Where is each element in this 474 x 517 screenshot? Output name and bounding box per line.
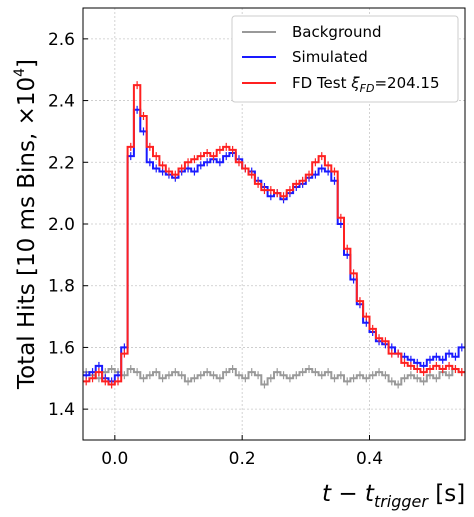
y-tick-label: 1.6 [48, 338, 75, 358]
y-tick-label: 2.0 [48, 215, 75, 235]
legend-label-fd-test-xi: ξ [350, 74, 360, 92]
x-axis-ticks: 0.0 0.2 0.4 [101, 435, 383, 469]
y-axis-ticks: 1.4 1.6 1.8 2.0 2.2 2.4 2.6 [48, 30, 88, 420]
x-axis-title-main: t − t [322, 481, 375, 507]
y-tick-label: 2.6 [48, 30, 75, 50]
svg-text:t − ttrigger [s]: t − ttrigger [s] [322, 481, 465, 511]
y-tick-label: 1.4 [48, 400, 75, 420]
y-axis-title-end: ] [14, 59, 40, 68]
y-axis-title: Total Hits [10 ms Bins, ×104] [12, 59, 40, 390]
x-axis-title: t − ttrigger [s] [322, 481, 465, 511]
x-tick-label: 0.4 [356, 449, 383, 469]
legend-label-background: Background [292, 23, 382, 41]
x-tick-label: 0.2 [229, 449, 256, 469]
series-line-fd [83, 84, 465, 386]
legend: Background Simulated FD Test ξFD=204.15 [231, 15, 459, 103]
x-axis-title-unit: [s] [428, 481, 465, 507]
legend-label-fd-test-value: =204.15 [374, 74, 439, 92]
y-tick-label: 2.4 [48, 92, 75, 112]
legend-box [231, 15, 459, 103]
y-axis-title-exponent: 4 [12, 68, 28, 77]
legend-label-fd-test-sub: FD [360, 82, 375, 95]
svg-text:Total Hits [10 ms Bins, ×104]: Total Hits [10 ms Bins, ×104] [12, 59, 40, 390]
y-tick-label: 1.8 [48, 277, 75, 297]
x-axis-title-sub: trigger [374, 492, 429, 511]
series-line-background [83, 368, 465, 386]
legend-label-fd-test: FD Test ξFD=204.15 [292, 74, 440, 95]
series-layer [83, 81, 465, 389]
plot-area: 0.0 0.2 0.4 1.4 1.6 1.8 2.0 2.2 2.4 2.6 [48, 7, 466, 469]
legend-label-fd-test-main: FD Test [292, 74, 351, 92]
x-tick-label: 0.0 [101, 449, 128, 469]
series-line-simulated [83, 108, 465, 383]
y-axis-title-text: Total Hits [10 ms Bins, ×10 [14, 77, 40, 390]
legend-label-simulated: Simulated [292, 48, 368, 66]
y-tick-label: 2.2 [48, 153, 75, 173]
